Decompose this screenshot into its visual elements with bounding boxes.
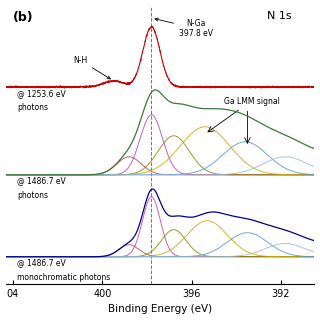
Text: @ 1253.6 eV: @ 1253.6 eV [18, 89, 66, 98]
X-axis label: Binding Energy (eV): Binding Energy (eV) [108, 304, 212, 315]
Text: @ 1486.7 eV: @ 1486.7 eV [18, 176, 66, 185]
Text: N-H: N-H [73, 56, 110, 79]
Text: (b): (b) [13, 11, 34, 24]
Text: monochromatic photons: monochromatic photons [18, 273, 111, 282]
Text: Ga LMM signal: Ga LMM signal [224, 97, 280, 106]
Text: photons: photons [18, 103, 48, 112]
Text: photons: photons [18, 191, 48, 200]
Text: N-Ga
397.8 eV: N-Ga 397.8 eV [155, 18, 213, 38]
Text: @ 1486.7 eV: @ 1486.7 eV [18, 258, 66, 267]
Text: N 1s: N 1s [268, 11, 292, 21]
